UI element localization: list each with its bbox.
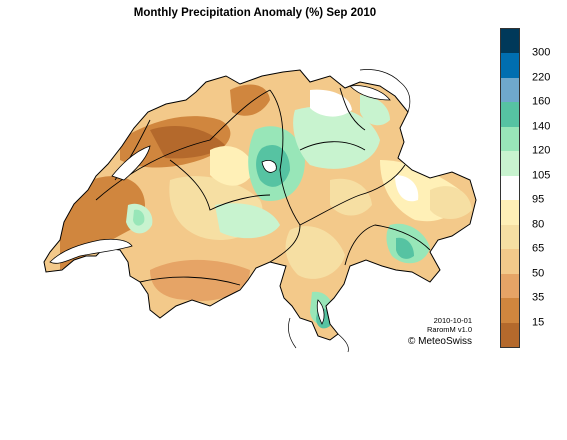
legend-swatch (501, 151, 519, 177)
legend-swatch (501, 77, 519, 103)
legend-label: 160 (532, 95, 551, 108)
legend-label: 140 (532, 120, 551, 133)
country-border (43, 69, 477, 341)
legend-swatch (501, 102, 519, 128)
legend-label: 300 (532, 46, 551, 59)
legend-label: 80 (532, 218, 545, 231)
legend-label: 220 (532, 71, 551, 84)
legend-label: 15 (532, 316, 545, 329)
legend-swatch (501, 126, 519, 152)
legend-label: 35 (532, 291, 545, 304)
legend-swatch (501, 249, 519, 275)
legend-swatch (501, 200, 519, 226)
precipitation-map (43, 69, 477, 353)
legend-label: 50 (532, 267, 545, 280)
legend-swatch (501, 322, 519, 348)
anomaly-regions (60, 84, 472, 329)
lakes (49, 85, 391, 325)
date-label: 2010-10-01 (433, 316, 472, 325)
legend-swatch (501, 175, 519, 201)
copyright-label: © MeteoSwiss (408, 336, 473, 347)
product-label: RaromM v1.0 (426, 325, 472, 334)
legend-swatch (501, 224, 519, 250)
legend-label: 120 (532, 144, 551, 157)
legend-swatch (501, 29, 519, 54)
legend-swatch (501, 273, 519, 299)
legend-label: 65 (532, 242, 545, 255)
legend-swatch (501, 298, 519, 324)
legend-label: 95 (532, 193, 545, 206)
color-legend (500, 28, 520, 348)
legend-swatch (501, 53, 519, 79)
neighbour-border-lines (288, 69, 411, 353)
legend-label: 105 (532, 169, 551, 182)
map-title: Monthly Precipitation Anomaly (%) Sep 20… (133, 7, 377, 19)
